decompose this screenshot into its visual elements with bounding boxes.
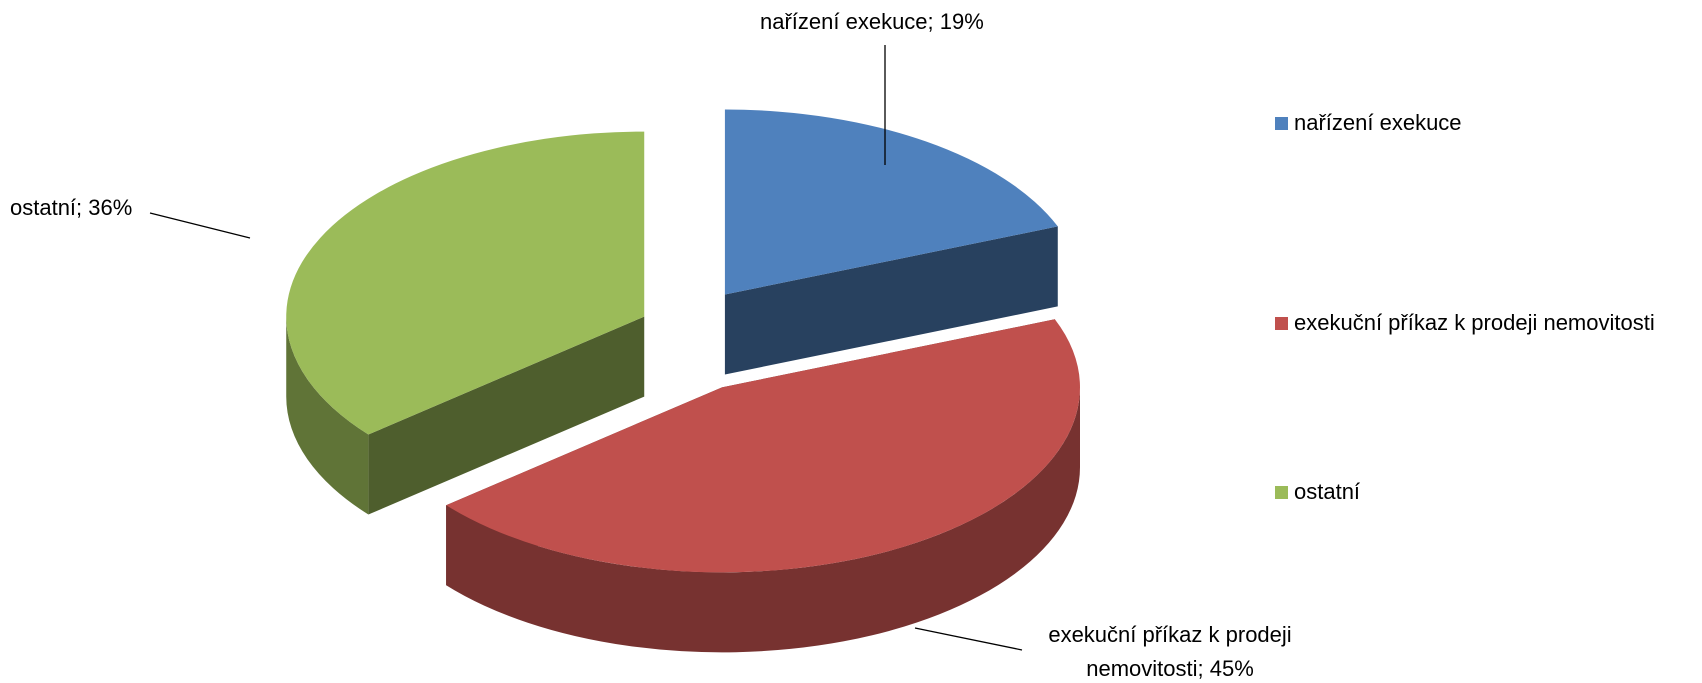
legend-label: exekuční příkaz k prodeji nemovitosti: [1294, 310, 1655, 335]
data-label: exekuční příkaz k prodeji nemovitosti; 4…: [1048, 622, 1292, 681]
slice: [446, 319, 1080, 653]
legend-entry: ostatní: [1275, 479, 1360, 505]
slice-top: [446, 319, 1080, 573]
legend-label: nařízení exekuce: [1294, 110, 1462, 135]
slice-side: [286, 316, 369, 515]
legend-entry: nařízení exekuce: [1275, 110, 1462, 136]
slice-top: [724, 109, 1058, 295]
leader-line: [914, 627, 1023, 651]
data-label: nařízení exekuce; 19%: [760, 9, 984, 34]
slice: [724, 109, 1058, 375]
slice-wall: [724, 226, 1058, 375]
legend-swatch: [1275, 117, 1288, 130]
legend-swatch: [1275, 486, 1288, 499]
slice-wall: [368, 316, 645, 515]
legend-entry: exekuční příkaz k prodeji nemovitosti: [1275, 310, 1655, 336]
slice-top: [286, 131, 645, 435]
slice-side: [446, 387, 1080, 653]
legend-swatch: [1275, 317, 1288, 330]
data-label: ostatní; 36%: [10, 195, 133, 220]
slice: [286, 131, 645, 515]
leader-line: [149, 212, 251, 239]
legend-label: ostatní: [1294, 479, 1361, 504]
